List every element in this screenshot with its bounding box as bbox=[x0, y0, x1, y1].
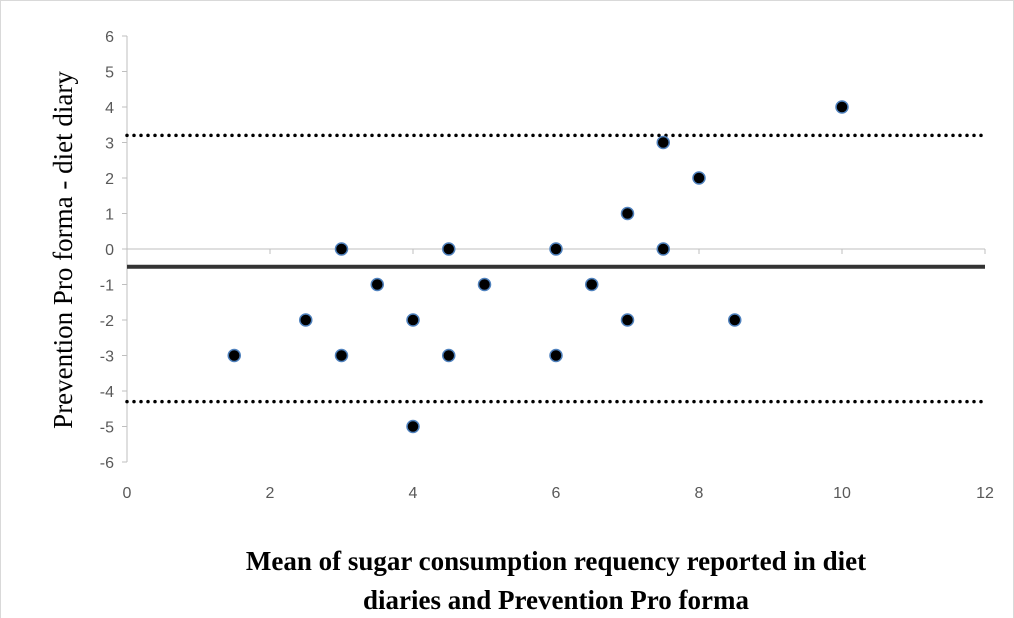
data-point bbox=[442, 348, 456, 363]
data-point bbox=[477, 277, 492, 292]
data-point bbox=[656, 135, 670, 150]
data-points-layer bbox=[227, 100, 849, 434]
y-tick-label: 6 bbox=[105, 29, 114, 46]
y-tick-label: -1 bbox=[100, 278, 114, 295]
y-tick-label: -6 bbox=[100, 455, 114, 472]
data-point bbox=[299, 313, 313, 327]
data-point bbox=[227, 348, 241, 363]
data-point bbox=[728, 313, 742, 327]
y-tick-label: 2 bbox=[105, 171, 114, 188]
data-point bbox=[692, 171, 706, 185]
data-point bbox=[549, 242, 563, 256]
x-axis-title-line-1: Mean of sugar consumption requency repor… bbox=[246, 546, 866, 576]
data-point bbox=[406, 313, 420, 327]
x-tick-label: 0 bbox=[123, 485, 132, 502]
data-point bbox=[334, 348, 349, 363]
data-point bbox=[334, 242, 349, 256]
data-point bbox=[549, 348, 563, 363]
y-tick-label: 1 bbox=[105, 207, 114, 224]
data-point bbox=[620, 206, 635, 221]
y-tick-label: -5 bbox=[100, 420, 114, 437]
y-tick-label: 4 bbox=[105, 100, 114, 117]
y-tick-label: -4 bbox=[100, 384, 114, 401]
data-point bbox=[620, 313, 635, 327]
data-point bbox=[656, 242, 670, 256]
y-axis-title: Prevention Pro forma - diet diary bbox=[48, 71, 78, 429]
x-tick-label: 12 bbox=[976, 485, 994, 502]
y-tick-label: 3 bbox=[105, 136, 114, 153]
data-point bbox=[585, 277, 599, 292]
x-tick-label: 6 bbox=[552, 485, 561, 502]
x-axis-title-line-2: diaries and Prevention Pro forma bbox=[363, 585, 749, 615]
y-tick-label: 5 bbox=[105, 65, 114, 82]
x-tick-label: 10 bbox=[833, 485, 851, 502]
data-point bbox=[406, 419, 420, 434]
x-tick-label: 4 bbox=[409, 485, 418, 502]
x-tick-label: 8 bbox=[695, 485, 704, 502]
data-point bbox=[370, 277, 384, 292]
y-tick-label: -3 bbox=[100, 349, 114, 366]
x-tick-label: 2 bbox=[266, 485, 275, 502]
y-tick-label: 0 bbox=[105, 242, 114, 259]
data-point bbox=[442, 242, 456, 256]
data-point bbox=[835, 100, 849, 114]
reference-lines-layer bbox=[125, 133, 987, 404]
y-tick-label: -2 bbox=[100, 313, 114, 330]
